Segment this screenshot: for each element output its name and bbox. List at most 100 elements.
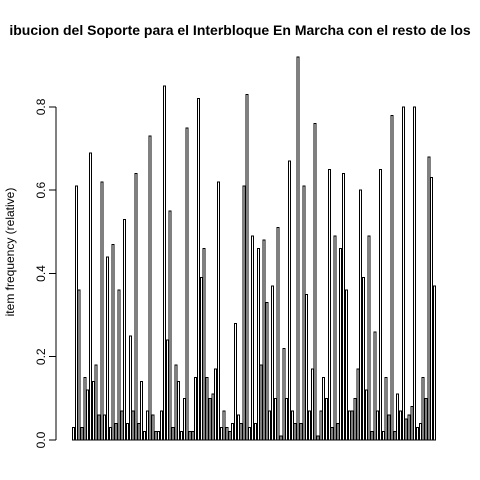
bar [259,364,263,441]
bar [123,218,127,441]
bar [211,393,215,441]
bar [290,410,294,441]
bar [387,414,391,441]
bar [361,277,365,441]
bar [325,397,329,441]
bar [120,410,124,441]
chart-title: ibucion del Soporte para el Interbloque … [9,22,471,38]
bar [171,427,175,441]
bar [293,422,297,441]
bar [288,160,292,441]
bar [256,248,260,441]
bar [188,431,192,441]
bar [177,381,181,441]
bar [111,243,115,441]
bar [100,181,104,441]
bar [239,422,243,441]
bar [433,285,437,441]
bar [273,397,277,441]
bar [137,422,141,441]
bar [145,410,149,441]
bar [390,114,394,441]
bar [117,289,121,441]
bar [398,410,402,441]
bar [270,285,274,441]
bar [393,431,397,441]
bar [114,422,118,441]
bar [396,393,400,441]
bar [333,235,337,441]
bar [248,427,252,441]
bar [379,168,383,441]
bar [407,414,411,441]
bar [77,289,81,441]
bar [245,93,249,441]
bar [347,410,351,441]
bar [231,422,235,441]
bar [299,422,303,441]
bar [225,427,229,441]
y-tick-label: 0.0 [34,431,48,448]
bar [327,168,331,441]
bar [103,414,107,441]
bar [253,422,257,441]
y-tick-label: 0.4 [34,265,48,282]
bar [307,410,311,441]
bar [413,106,417,441]
bar [125,422,129,441]
bar [384,377,388,441]
bar [194,377,198,441]
bar [174,364,178,441]
bar [97,414,101,441]
bar [140,381,144,441]
bar [427,156,431,441]
y-tick-label: 0.6 [34,182,48,199]
bar [182,397,186,441]
bar [262,239,266,441]
bar [353,397,357,441]
bar [418,422,422,441]
bar [279,435,283,441]
bar [282,347,286,441]
bar [381,431,385,441]
bar [91,381,95,441]
bar [370,431,374,441]
bar [197,98,201,441]
bar [344,289,348,441]
bars-group [71,56,437,441]
bar [165,339,169,441]
bar [359,189,363,441]
bar [350,410,354,441]
bar [265,302,269,441]
bar [310,368,314,441]
bar [404,418,408,441]
bar [236,414,240,441]
bar [356,368,360,441]
bar [128,335,132,441]
bar [86,389,90,441]
bar [342,173,346,441]
bar [83,377,87,441]
bar [424,397,428,441]
bar [251,235,255,441]
bar [410,406,414,441]
bar [179,431,183,441]
bar [305,293,309,441]
bar [364,389,368,441]
bar [376,410,380,441]
bar [71,427,75,441]
bar [168,210,172,441]
bar [242,185,246,441]
bar [330,427,334,441]
bar [296,56,300,441]
bar [191,431,195,441]
bar [148,135,152,441]
bar [234,322,238,441]
bar [94,364,98,441]
bar [160,410,164,441]
bar [302,185,306,441]
bar [228,431,232,441]
bar [157,431,161,441]
bar [339,248,343,441]
